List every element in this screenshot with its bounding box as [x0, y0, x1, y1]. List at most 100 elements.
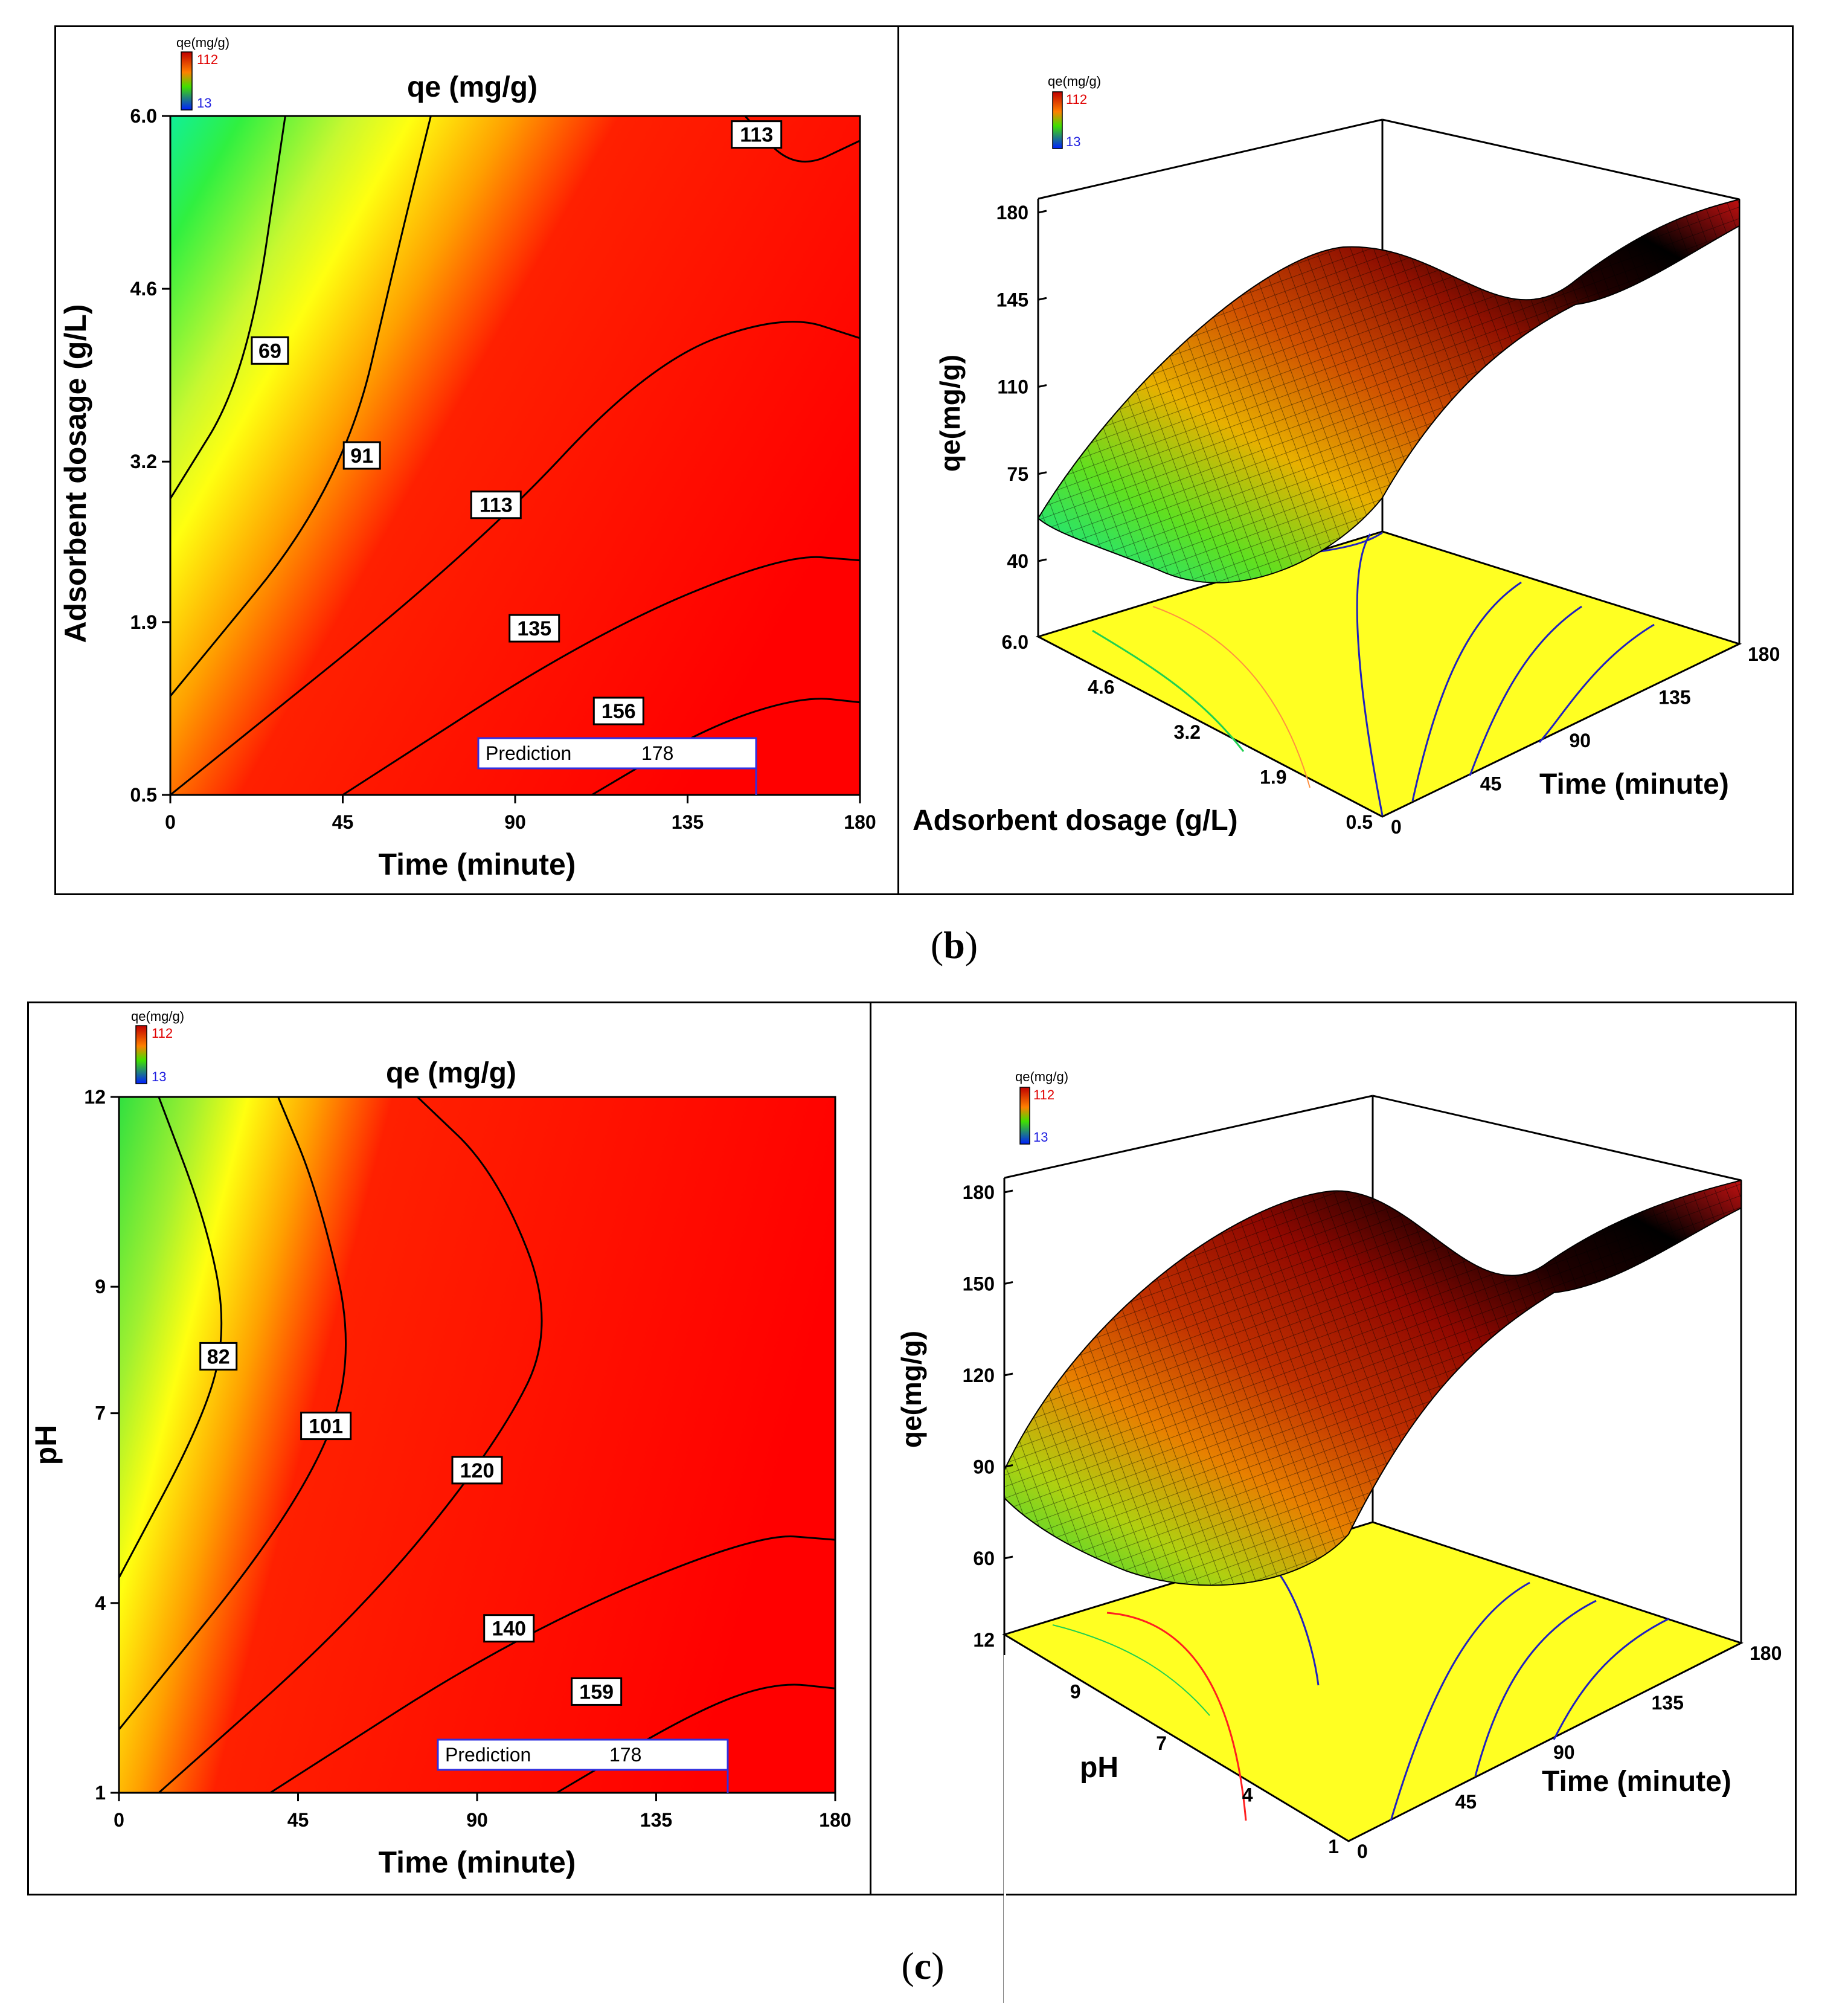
b3d-ztick-label: 110 — [997, 376, 1028, 398]
c3d-ztick-label: 60 — [973, 1548, 995, 1569]
svg-text:101: 101 — [309, 1415, 343, 1438]
c-surface-xlabel: pH — [1080, 1752, 1118, 1784]
c-contour-label-101: 101 — [300, 1412, 352, 1441]
b-contour-label-91: 91 — [342, 441, 381, 470]
b3d-timetick-label: 90 — [1570, 730, 1591, 751]
svg-text:91: 91 — [350, 445, 373, 468]
b3d-timetick-label: 135 — [1658, 687, 1690, 709]
svg-text:112: 112 — [152, 1026, 173, 1041]
b-contour-line-91 — [169, 115, 432, 697]
b3d-ztick-label: 75 — [1007, 463, 1028, 485]
c-xtick-label: 180 — [819, 1809, 851, 1831]
b-surface-zlabel: qe(mg/g) — [934, 355, 966, 472]
b3d-xtick-label: 3.2 — [1174, 721, 1201, 743]
c-contour-ylabel: pH — [29, 1425, 63, 1465]
c-ytick-label: 12 — [84, 1086, 106, 1108]
svg-text:113: 113 — [480, 494, 513, 517]
b-contour-line-135 — [342, 556, 861, 796]
b3d-ztick-label: 180 — [996, 202, 1028, 223]
b-xtick-label: 0 — [165, 811, 176, 833]
panel-c-divider — [870, 1002, 871, 1895]
b3d-xtick-label: 6.0 — [1002, 631, 1028, 653]
b-ytick-label: 1.9 — [130, 611, 157, 633]
svg-text:13: 13 — [1033, 1130, 1048, 1145]
b-contour-label-113: 113 — [470, 490, 522, 519]
b-prediction-box: Prediction 178 — [477, 737, 757, 795]
svg-text:qe(mg/g): qe(mg/g) — [1015, 1069, 1068, 1084]
c-contour-label-159: 159 — [571, 1677, 623, 1706]
c-surface-legend: qe(mg/g) 112 13 — [1015, 1069, 1068, 1145]
svg-text:120: 120 — [460, 1459, 495, 1482]
b3d-xtick-label: 1.9 — [1260, 767, 1286, 788]
svg-text:qe(mg/g): qe(mg/g) — [131, 1009, 184, 1024]
c-xtick-label: 0 — [114, 1809, 124, 1831]
svg-text:140: 140 — [492, 1618, 526, 1641]
b-contour-label-69: 69 — [251, 336, 289, 365]
b3d-timetick-label: 0 — [1391, 816, 1402, 838]
svg-text:112: 112 — [1066, 92, 1087, 107]
svg-text:qe(mg/g): qe(mg/g) — [176, 35, 229, 50]
c-xtick-label: 90 — [466, 1809, 488, 1831]
c3d-ztick-label: 180 — [963, 1182, 995, 1203]
c-ytick-label: 9 — [95, 1276, 106, 1297]
c3d-ztick-label: 150 — [963, 1273, 995, 1295]
svg-text:135: 135 — [517, 617, 551, 640]
c3d-timetick-label: 0 — [1357, 1841, 1368, 1862]
c-contour-line-159 — [556, 1683, 836, 1794]
c-ytick-label: 4 — [95, 1592, 106, 1614]
svg-text:178: 178 — [609, 1744, 641, 1766]
svg-text:178: 178 — [641, 742, 673, 764]
svg-text:112: 112 — [1033, 1087, 1054, 1102]
c3d-xtick-label: 12 — [973, 1629, 995, 1651]
c-contour-label-120: 120 — [451, 1456, 503, 1485]
c-contour-title: qe (mg/g) — [386, 1057, 516, 1089]
c3d-ztick-label: 90 — [973, 1456, 995, 1478]
svg-text:qe(mg/g): qe(mg/g) — [1048, 74, 1101, 89]
b-response-surface — [1037, 198, 1740, 584]
svg-text:13: 13 — [152, 1069, 166, 1084]
svg-text:156: 156 — [602, 700, 636, 723]
c3d-timetick-label: 45 — [1455, 1791, 1477, 1813]
svg-text:112: 112 — [197, 52, 218, 67]
c-response-surface — [1004, 1179, 1742, 1586]
svg-text:69: 69 — [258, 339, 281, 362]
caption-c: (c) — [901, 1944, 945, 1987]
b-contour-label-113: 113 — [731, 120, 783, 149]
b-ytick-label: 3.2 — [130, 451, 157, 472]
b-xtick-label: 90 — [504, 811, 526, 833]
c-contour-label-140: 140 — [483, 1614, 535, 1643]
c3d-timetick-label: 135 — [1652, 1692, 1684, 1714]
c-contour-xlabel: Time (minute) — [379, 1845, 576, 1879]
c-contour-fill — [119, 1097, 835, 1793]
b-surface-xlabel: Adsorbent dosage (g/L) — [913, 805, 1238, 837]
svg-text:159: 159 — [579, 1680, 614, 1703]
b-ytick-label: 0.5 — [130, 784, 157, 806]
svg-text:82: 82 — [207, 1345, 230, 1368]
b-contour-line-69 — [169, 115, 286, 500]
c-xtick-label: 135 — [640, 1809, 672, 1831]
b-xtick-label: 180 — [844, 811, 876, 833]
c3d-timetick-label: 180 — [1750, 1642, 1782, 1664]
b3d-timetick-label: 45 — [1480, 773, 1502, 795]
c-surface-plot: 60 90 120 150 180 12 9 7 4 1 0 45 90 135 180 qe(mg/g) … — [896, 1069, 1782, 2003]
c3d-xtick-label: 1 — [1328, 1836, 1339, 1857]
b-surface-ylabel: Time (minute) — [1539, 768, 1729, 800]
b-contour-line-156 — [591, 698, 861, 796]
c-contour-plot: 82 101 120 140 159 Prediction 178 0 45 90 135 18… — [29, 1009, 852, 1879]
c-contour-label-82: 82 — [199, 1342, 238, 1371]
b-contour-fill — [170, 116, 860, 795]
c3d-timetick-label: 90 — [1553, 1741, 1575, 1763]
b-contour-plot: 69 91 113 113 135 156 Prediction 178 0 45 90 135… — [59, 35, 876, 881]
b-contour-title: qe (mg/g) — [407, 71, 537, 103]
b3d-ztick-label: 40 — [1007, 550, 1028, 572]
c-ytick-label: 1 — [95, 1782, 106, 1804]
b-contour-ylabel: Adsorbent dosage (g/L) — [59, 304, 92, 643]
b3d-timetick-label: 180 — [1748, 643, 1780, 665]
svg-text:13: 13 — [1066, 134, 1080, 149]
b-surface-legend: qe(mg/g) 112 13 — [1048, 74, 1101, 149]
c-xtick-label: 45 — [287, 1809, 309, 1831]
c-ytick-label: 7 — [95, 1403, 106, 1424]
c-prediction-box: Prediction 178 — [437, 1738, 729, 1793]
b-contour-legend: qe(mg/g) 112 13 — [176, 35, 229, 111]
